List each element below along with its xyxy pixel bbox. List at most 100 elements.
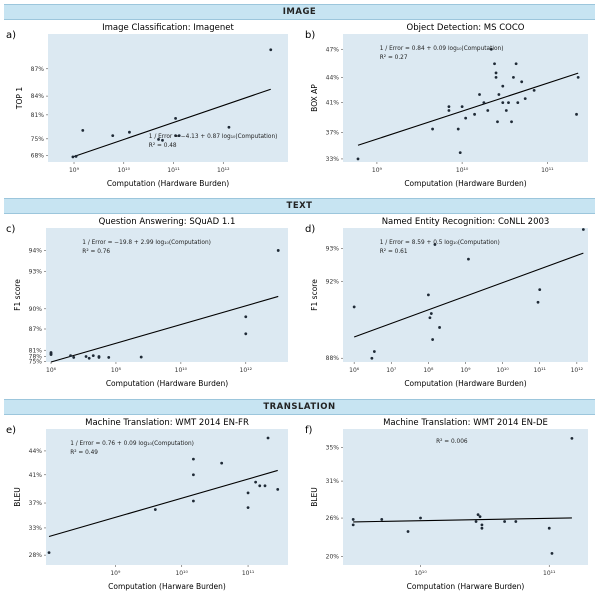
plot-area	[46, 228, 288, 362]
data-point	[480, 526, 484, 530]
data-point	[494, 75, 498, 79]
data-point	[74, 154, 78, 158]
data-point	[174, 134, 177, 138]
data-point	[177, 134, 181, 138]
chart-title: Machine Translation: WMT 2014 EN-FR	[85, 418, 249, 428]
data-point	[72, 356, 76, 359]
panel-label: a)	[6, 30, 16, 41]
x-tick-label: 10⁹	[110, 570, 121, 577]
data-point	[447, 105, 451, 109]
data-point	[486, 109, 490, 112]
data-point	[428, 316, 432, 320]
data-point	[71, 155, 75, 159]
y-tick-label: 47%	[326, 46, 340, 53]
plot-area	[343, 429, 588, 565]
fit-annotation: R² = 0.27	[380, 54, 408, 61]
chart-wmt-en-de: f) Machine Translation: WMT 2014 EN-DE 10¹…	[305, 418, 588, 591]
data-point	[507, 101, 510, 105]
x-tick-label: 10⁶	[349, 367, 360, 374]
data-point	[496, 120, 499, 124]
x-tick-label: 10¹¹	[533, 367, 546, 374]
fit-annotation: R² = 0.49	[70, 449, 98, 456]
chart-squad: c) Question Answering: SQuAD 1.1 10⁶ 10⁸ 10¹…	[6, 217, 288, 388]
data-point	[467, 257, 470, 261]
x-axis-label: Computation (Hardware Burden)	[404, 379, 526, 388]
plot-area	[343, 228, 588, 362]
data-point	[107, 356, 111, 359]
fit-annotation: 1 / Error = −19.8 + 2.99 log₁₀(Computati…	[82, 240, 211, 246]
data-point	[550, 551, 554, 555]
data-point	[431, 127, 434, 131]
data-point	[429, 312, 433, 315]
fit-line	[357, 72, 579, 146]
x-tick-label: 10¹⁰	[496, 367, 509, 374]
fit-line	[72, 88, 271, 158]
data-point	[276, 249, 280, 252]
data-point	[49, 352, 53, 356]
chart-title: Machine Translation: WMT 2014 EN-DE	[383, 418, 548, 428]
x-tick-label: 10⁹	[69, 167, 80, 174]
y-tick-label: 44%	[326, 74, 340, 81]
x-tick-label: 10¹⁰	[456, 167, 469, 174]
y-tick-label: 41%	[326, 100, 340, 107]
fit-annotation: 1 / Error = 8.59 + 0.5 log₁₀(Computation…	[380, 240, 500, 246]
x-tick-label: 10¹¹	[167, 167, 180, 174]
y-tick-label: 75%	[31, 136, 45, 143]
data-point	[576, 75, 580, 79]
fit-annotation: 1 / Error = 0.76 + 0.09 log₁₀(Computatio…	[70, 441, 194, 447]
data-point	[47, 551, 51, 554]
chart-imagenet: a) Image Classification: Imagenet 10⁹ 10¹⁰ 1…	[6, 23, 288, 188]
data-point	[433, 243, 437, 246]
data-point	[575, 112, 578, 116]
y-tick-label: 37%	[29, 500, 43, 507]
y-tick-label: 37%	[326, 130, 340, 137]
data-point	[532, 88, 536, 92]
y-tick-label: 31%	[326, 478, 340, 485]
data-point	[464, 116, 468, 120]
x-tick-label: 10¹²	[240, 367, 253, 374]
fit-annotation: 1 / Error = −4.13 + 0.87 log₁₀(Computati…	[149, 134, 278, 140]
data-point	[276, 487, 280, 491]
data-point	[478, 93, 481, 96]
panel-label: f)	[305, 425, 313, 436]
data-point	[244, 315, 248, 319]
x-axis-label: Computation (Hardware Burden)	[404, 179, 526, 188]
data-point	[581, 228, 585, 231]
section-banner-image: IMAGE	[4, 4, 595, 20]
panel-label: b)	[305, 30, 315, 41]
x-tick-label: 10⁷	[386, 367, 397, 374]
y-tick-label: 68%	[31, 152, 45, 159]
data-point	[514, 520, 518, 523]
data-point	[504, 109, 508, 112]
data-point	[438, 326, 441, 329]
y-tick-label: 90%	[29, 306, 43, 313]
data-point	[254, 480, 258, 484]
y-axis-label: TOP 1	[15, 87, 24, 110]
data-point	[482, 101, 486, 105]
x-tick-label: 10¹¹	[541, 167, 554, 174]
data-point	[139, 355, 143, 359]
data-point	[269, 48, 273, 52]
data-point	[458, 151, 462, 155]
y-axis-label: BOX AP	[310, 84, 319, 112]
y-tick-label: 33%	[29, 525, 43, 532]
data-point	[246, 491, 250, 495]
data-point	[244, 332, 248, 336]
data-point	[419, 516, 422, 520]
data-point	[227, 125, 231, 129]
fit-annotation: R² = 0.48	[149, 142, 177, 149]
panel-label: c)	[6, 224, 15, 235]
section-title: TRANSLATION	[263, 402, 336, 412]
panel-label: e)	[6, 425, 16, 436]
data-point	[352, 305, 356, 309]
fit-annotation: 1 / Error = 0.84 + 0.09 log₁₀(Computatio…	[380, 46, 504, 52]
data-point	[501, 101, 505, 105]
y-axis-label: F1 score	[13, 279, 22, 311]
x-tick-label: 10⁹	[460, 367, 471, 374]
x-tick-label: 10¹²	[571, 367, 584, 374]
data-point	[356, 157, 360, 161]
data-point	[111, 134, 115, 138]
data-point	[493, 62, 496, 66]
data-point	[174, 116, 177, 120]
data-point	[157, 138, 160, 141]
